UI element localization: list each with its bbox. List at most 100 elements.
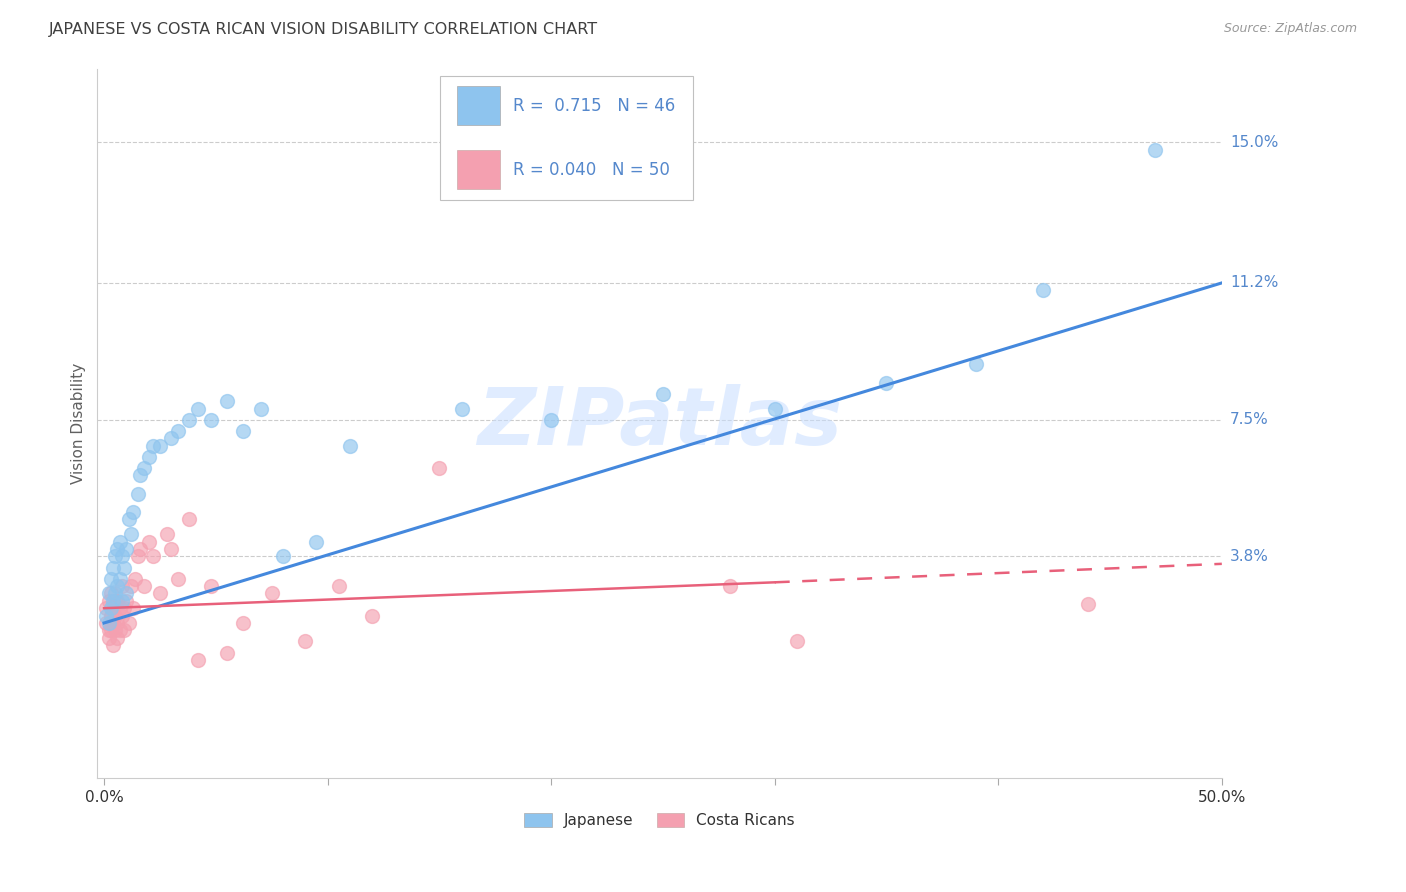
Point <box>305 534 328 549</box>
Point <box>104 586 127 600</box>
Point <box>149 586 172 600</box>
Point <box>100 586 122 600</box>
Point <box>117 615 139 630</box>
Point <box>160 431 183 445</box>
Point <box>97 624 120 638</box>
Point <box>215 394 238 409</box>
Point <box>101 615 124 630</box>
Point <box>108 534 131 549</box>
Point <box>1143 143 1166 157</box>
Point <box>96 615 118 630</box>
Point <box>127 486 149 500</box>
Point <box>149 438 172 452</box>
Point <box>122 601 145 615</box>
Point <box>200 579 222 593</box>
Point <box>117 512 139 526</box>
Text: R =  0.715   N = 46: R = 0.715 N = 46 <box>513 96 676 115</box>
Point <box>429 460 451 475</box>
Point <box>97 586 120 600</box>
Point <box>138 450 160 464</box>
Point <box>965 357 987 371</box>
Text: ZIPatlas: ZIPatlas <box>477 384 842 462</box>
Point <box>142 438 165 452</box>
Point <box>249 401 271 416</box>
Point <box>177 412 200 426</box>
Point <box>1032 283 1054 297</box>
Point <box>122 505 145 519</box>
Point <box>100 624 122 638</box>
Point <box>100 601 122 615</box>
Point <box>107 594 129 608</box>
Text: 7.5%: 7.5% <box>1230 412 1268 427</box>
Legend: Japanese, Costa Ricans: Japanese, Costa Ricans <box>519 807 801 834</box>
Point <box>187 401 209 416</box>
Point <box>200 412 222 426</box>
Text: Source: ZipAtlas.com: Source: ZipAtlas.com <box>1223 22 1357 36</box>
Point <box>540 412 562 426</box>
Point <box>160 542 183 557</box>
Point <box>107 579 129 593</box>
Point <box>718 579 741 593</box>
Point <box>177 512 200 526</box>
Point <box>111 608 134 623</box>
Point <box>120 527 142 541</box>
Point <box>111 594 134 608</box>
Point <box>97 615 120 630</box>
Point <box>124 572 146 586</box>
Point <box>215 646 238 660</box>
Point <box>166 424 188 438</box>
Point <box>101 601 124 615</box>
Text: 3.8%: 3.8% <box>1230 549 1270 564</box>
Point <box>187 653 209 667</box>
Point <box>115 542 138 557</box>
FancyBboxPatch shape <box>440 76 693 200</box>
Point <box>104 624 127 638</box>
Point <box>111 549 134 564</box>
Point <box>876 376 898 390</box>
Point <box>100 608 122 623</box>
Point <box>763 401 786 416</box>
Point <box>134 460 156 475</box>
Point <box>107 631 129 645</box>
Point <box>128 468 150 483</box>
Point <box>112 624 135 638</box>
Point <box>138 534 160 549</box>
Point <box>156 527 179 541</box>
Point <box>104 549 127 564</box>
Point <box>108 572 131 586</box>
Point <box>107 542 129 557</box>
Point <box>101 594 124 608</box>
Point <box>134 579 156 593</box>
Point <box>115 594 138 608</box>
Point <box>108 624 131 638</box>
Point <box>232 424 254 438</box>
Point <box>786 634 808 648</box>
Point <box>101 560 124 574</box>
Point <box>128 542 150 557</box>
Point <box>112 560 135 574</box>
Point <box>361 608 384 623</box>
Point <box>328 579 350 593</box>
Point <box>115 586 138 600</box>
Point <box>232 615 254 630</box>
Text: R = 0.040   N = 50: R = 0.040 N = 50 <box>513 161 671 178</box>
Point <box>120 579 142 593</box>
Point <box>294 634 316 648</box>
Point <box>339 438 361 452</box>
Point <box>450 401 472 416</box>
Point <box>1077 598 1099 612</box>
Text: JAPANESE VS COSTA RICAN VISION DISABILITY CORRELATION CHART: JAPANESE VS COSTA RICAN VISION DISABILIT… <box>49 22 599 37</box>
Point <box>112 601 135 615</box>
Point <box>111 579 134 593</box>
FancyBboxPatch shape <box>457 87 501 125</box>
Point <box>142 549 165 564</box>
Point <box>97 631 120 645</box>
Point <box>100 572 122 586</box>
Point <box>96 601 118 615</box>
Point <box>96 608 118 623</box>
Point <box>166 572 188 586</box>
FancyBboxPatch shape <box>457 150 501 189</box>
Point <box>107 615 129 630</box>
Point <box>652 386 675 401</box>
Point <box>97 594 120 608</box>
